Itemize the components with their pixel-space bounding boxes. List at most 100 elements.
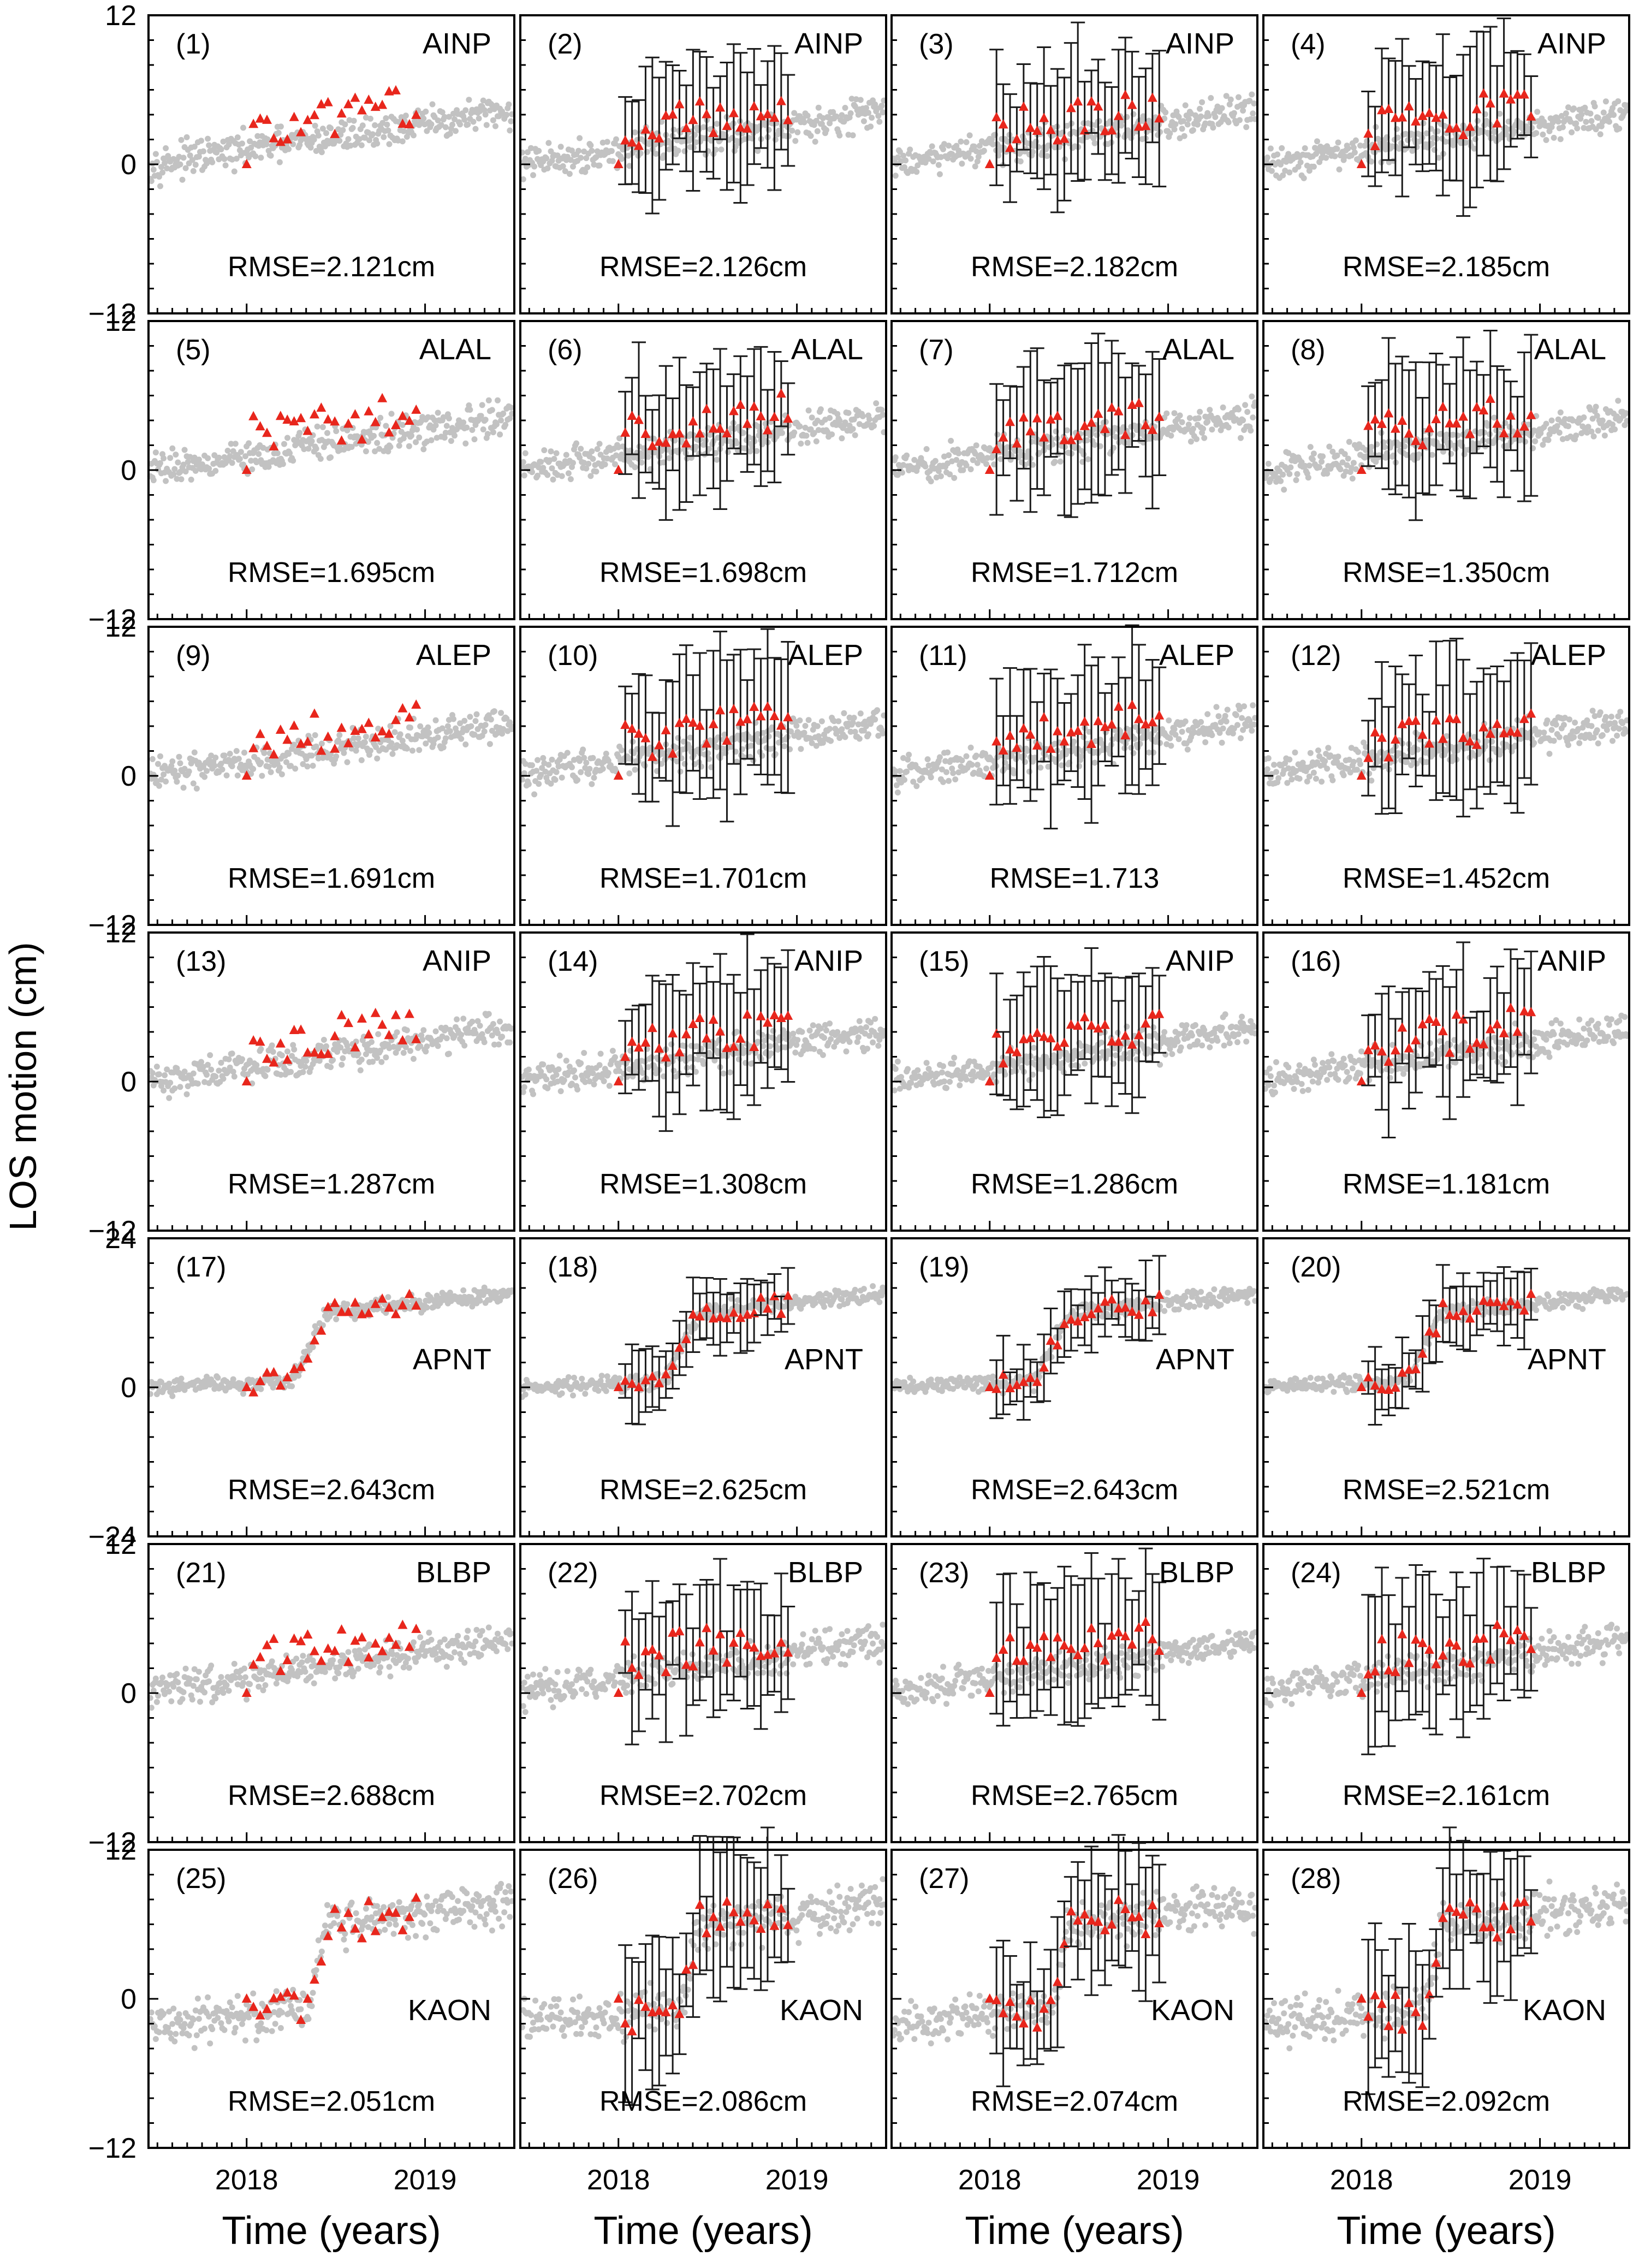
station-name: AINP	[1166, 27, 1234, 60]
background-point	[1573, 120, 1579, 127]
background-point	[1206, 112, 1212, 119]
background-point	[575, 147, 582, 154]
background-point	[815, 104, 822, 111]
background-point	[221, 156, 228, 162]
background-point	[193, 785, 200, 792]
background-point	[951, 474, 958, 481]
background-point	[520, 176, 526, 182]
station-name: ALEP	[788, 639, 863, 672]
background-point	[484, 431, 491, 437]
background-point	[472, 126, 479, 132]
background-point	[275, 129, 282, 136]
background-point	[1594, 727, 1600, 733]
background-point	[1279, 145, 1285, 151]
background-point	[798, 746, 804, 752]
background-point	[892, 173, 899, 179]
background-point	[845, 409, 852, 416]
background-point	[374, 140, 381, 147]
background-point	[286, 146, 292, 152]
background-point	[733, 440, 740, 447]
background-point	[1287, 464, 1294, 471]
background-point	[367, 115, 373, 122]
background-series	[147, 397, 515, 484]
estimate-point	[1039, 712, 1049, 722]
estimate-point	[309, 110, 319, 120]
background-point	[1185, 116, 1192, 122]
background-point	[569, 764, 575, 770]
background-point	[928, 774, 934, 781]
background-point	[452, 116, 458, 122]
background-point	[1352, 466, 1359, 472]
estimate-series	[1356, 638, 1539, 818]
background-point	[1264, 155, 1270, 161]
station-name: ALAL	[791, 333, 863, 366]
background-point	[408, 432, 414, 439]
background-point	[880, 412, 886, 418]
background-point	[180, 155, 187, 161]
estimate-point	[1485, 393, 1495, 403]
background-point	[922, 463, 929, 470]
background-point	[1080, 451, 1087, 458]
estimate-point	[742, 418, 752, 428]
background-point	[506, 101, 512, 108]
background-point	[472, 718, 479, 725]
estimate-point	[262, 114, 272, 124]
background-point	[178, 476, 185, 483]
estimate-point	[1397, 112, 1408, 122]
background-point	[152, 449, 159, 456]
background-point	[1534, 109, 1541, 115]
background-point	[1265, 460, 1272, 467]
background-point	[1184, 746, 1191, 753]
background-point	[363, 448, 369, 455]
background-point	[1035, 144, 1042, 150]
estimate-point	[1390, 423, 1400, 433]
background-point	[839, 435, 845, 442]
background-point	[1250, 414, 1256, 421]
background-point	[531, 163, 538, 170]
background-point	[1033, 138, 1040, 145]
background-point	[700, 124, 707, 130]
background-point	[312, 122, 318, 129]
background-point	[876, 118, 883, 125]
background-point	[1548, 417, 1555, 424]
background-point	[712, 146, 719, 153]
background-point	[502, 421, 509, 428]
estimate-point	[776, 96, 786, 105]
background-point	[658, 118, 665, 125]
background-point	[457, 121, 464, 128]
background-point	[1096, 118, 1102, 124]
background-point	[975, 153, 982, 160]
background-point	[229, 460, 235, 466]
background-point	[1334, 146, 1340, 152]
background-point	[1610, 738, 1616, 744]
background-point	[344, 759, 351, 765]
background-point	[1212, 114, 1219, 120]
background-point	[216, 454, 222, 461]
estimate-point	[323, 731, 333, 741]
background-point	[794, 129, 801, 135]
background-point	[653, 151, 659, 157]
background-point	[157, 753, 163, 759]
background-point	[181, 447, 188, 453]
background-point	[432, 717, 439, 723]
estimate-point	[1438, 401, 1448, 411]
background-point	[155, 761, 161, 767]
background-point	[1223, 718, 1230, 725]
background-point	[473, 711, 480, 717]
background-point	[590, 755, 596, 761]
background-point	[937, 473, 944, 479]
background-point	[604, 139, 610, 145]
background-point	[153, 159, 160, 165]
background-point	[1571, 105, 1577, 112]
estimate-point	[357, 105, 367, 115]
background-point	[1017, 158, 1024, 165]
y-axis-label: LOS motion (cm)	[2, 942, 44, 1231]
background-point	[533, 768, 540, 774]
background-point	[192, 162, 199, 168]
background-point	[189, 157, 195, 163]
estimate-point	[316, 402, 326, 412]
background-point	[258, 759, 264, 766]
background-point	[1599, 732, 1606, 738]
